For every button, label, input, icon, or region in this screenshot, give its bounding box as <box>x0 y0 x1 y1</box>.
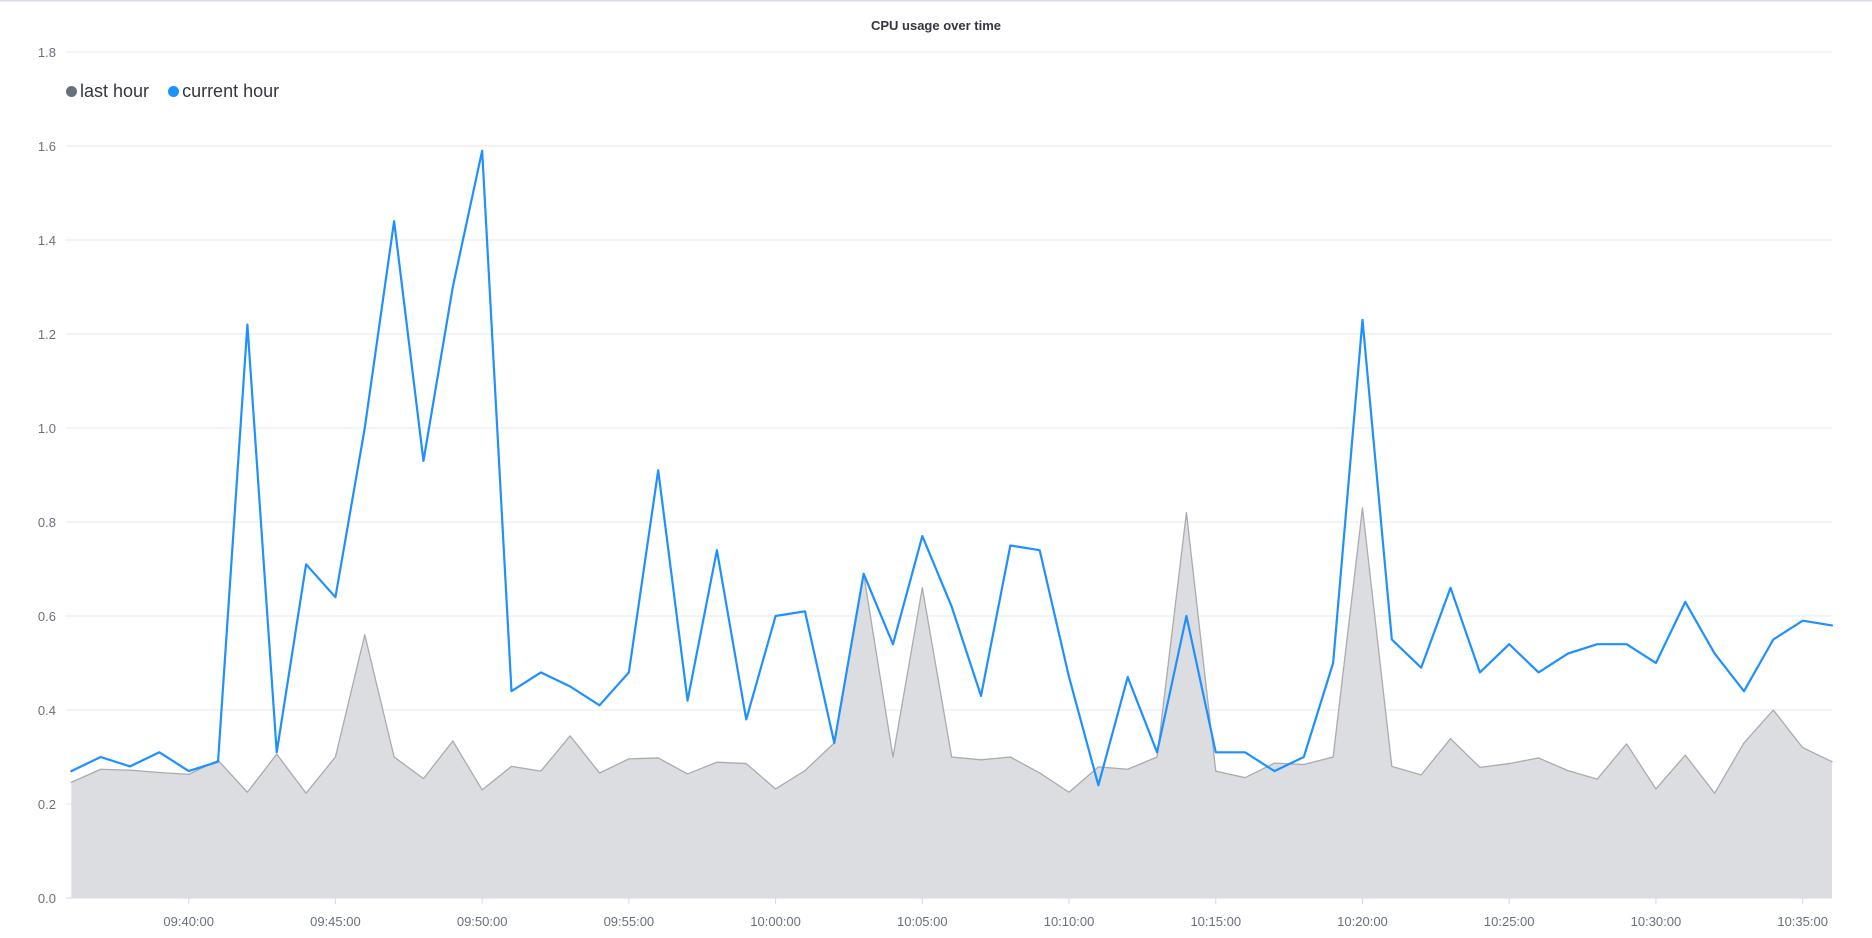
svg-text:09:45:00: 09:45:00 <box>310 914 361 929</box>
svg-text:1.4: 1.4 <box>38 233 56 248</box>
svg-text:09:40:00: 09:40:00 <box>163 914 214 929</box>
svg-text:1.2: 1.2 <box>38 327 56 342</box>
svg-text:0.0: 0.0 <box>38 891 56 906</box>
svg-text:1.8: 1.8 <box>38 45 56 60</box>
svg-text:10:30:00: 10:30:00 <box>1631 914 1682 929</box>
svg-text:09:55:00: 09:55:00 <box>604 914 655 929</box>
svg-text:1.0: 1.0 <box>38 421 56 436</box>
svg-text:0.6: 0.6 <box>38 609 56 624</box>
svg-text:0.4: 0.4 <box>38 703 56 718</box>
svg-text:10:20:00: 10:20:00 <box>1337 914 1388 929</box>
svg-text:10:35:00: 10:35:00 <box>1777 914 1828 929</box>
svg-text:09:50:00: 09:50:00 <box>457 914 508 929</box>
svg-text:0.8: 0.8 <box>38 515 56 530</box>
svg-text:10:05:00: 10:05:00 <box>897 914 948 929</box>
svg-text:0.2: 0.2 <box>38 797 56 812</box>
svg-text:10:25:00: 10:25:00 <box>1484 914 1535 929</box>
svg-text:10:15:00: 10:15:00 <box>1190 914 1241 929</box>
svg-text:1.6: 1.6 <box>38 139 56 154</box>
svg-text:10:10:00: 10:10:00 <box>1044 914 1095 929</box>
svg-text:10:00:00: 10:00:00 <box>750 914 801 929</box>
